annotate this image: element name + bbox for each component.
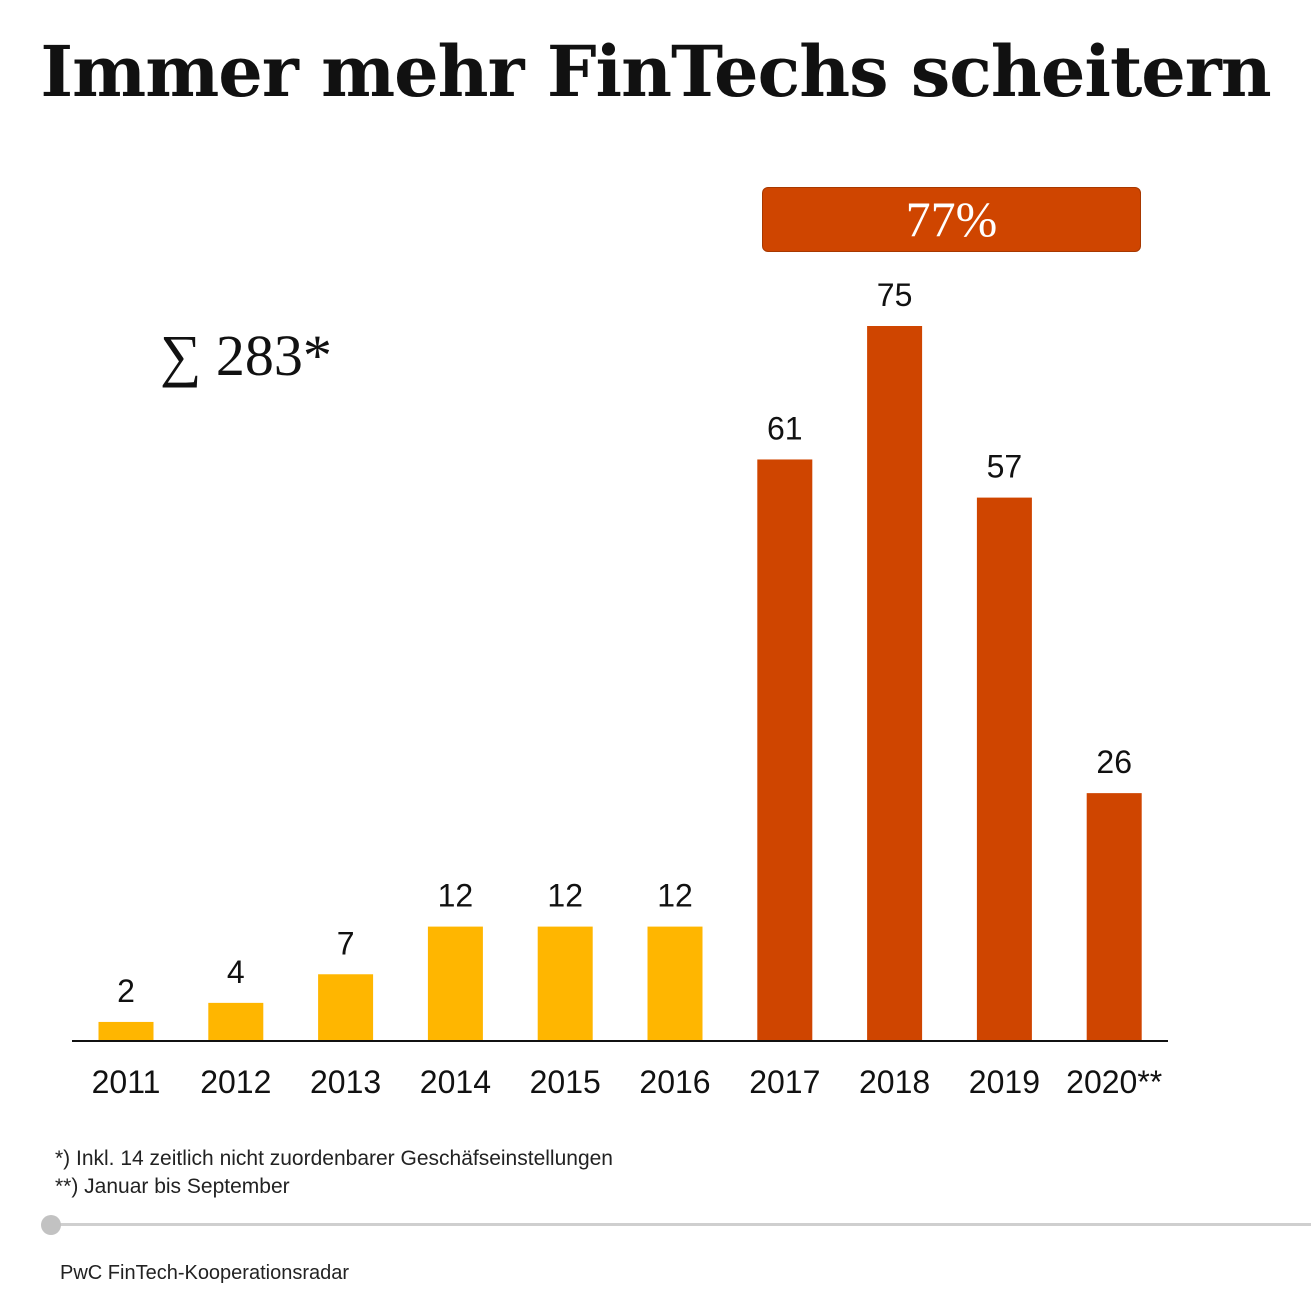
bar-2014 [427, 926, 483, 1041]
x-tick-2013: 2013 [310, 1064, 381, 1100]
source-label: PwC FinTech-Kooperationsradar [60, 1262, 350, 1284]
x-tick-2020: 2020** [1066, 1064, 1162, 1100]
total-sum-label: ∑ 283* [160, 323, 332, 388]
bar-chart: 2 4 7 12 12 12 61 75 57 26 2011 2012 2013 2014 2015 20… [72, 277, 1168, 1100]
data-label-2018: 75 [877, 277, 913, 313]
x-tick-2012: 2012 [200, 1064, 271, 1100]
data-label-2016: 12 [657, 878, 693, 914]
x-tick-2015: 2015 [530, 1064, 601, 1100]
divider-line [50, 1223, 1311, 1226]
data-label-2013: 7 [337, 925, 355, 961]
data-label-2017: 61 [767, 410, 803, 446]
footnote-1: *) Inkl. 14 zeitlich nicht zuordenbarer … [55, 1147, 613, 1170]
divider-dot [41, 1215, 61, 1235]
share-badge: 77% [762, 187, 1141, 252]
data-label-2015: 12 [547, 878, 583, 914]
data-label-2014: 12 [438, 878, 474, 914]
bar-2012 [208, 1002, 264, 1041]
data-label-2019: 57 [987, 449, 1023, 485]
footnote-2: **) Januar bis September [55, 1175, 290, 1198]
bar-2017 [757, 459, 813, 1041]
bar-2013 [318, 974, 374, 1041]
bar-2020 [1086, 793, 1142, 1041]
bar-2015 [537, 926, 593, 1041]
x-tick-2016: 2016 [639, 1064, 710, 1100]
x-tick-2018: 2018 [859, 1064, 930, 1100]
data-label-2011: 2 [117, 973, 135, 1009]
data-label-2020: 26 [1096, 744, 1132, 780]
x-tick-2019: 2019 [969, 1064, 1040, 1100]
data-label-2012: 4 [227, 954, 245, 990]
x-tick-2014: 2014 [420, 1064, 491, 1100]
chart-title: Immer mehr FinTechs scheitern [40, 30, 1271, 113]
bar-2016 [647, 926, 703, 1041]
bar-2011 [98, 1021, 154, 1041]
x-tick-2017: 2017 [749, 1064, 820, 1100]
bar-2019 [976, 497, 1032, 1042]
x-tick-2011: 2011 [92, 1064, 161, 1100]
bar-2018 [867, 326, 923, 1041]
